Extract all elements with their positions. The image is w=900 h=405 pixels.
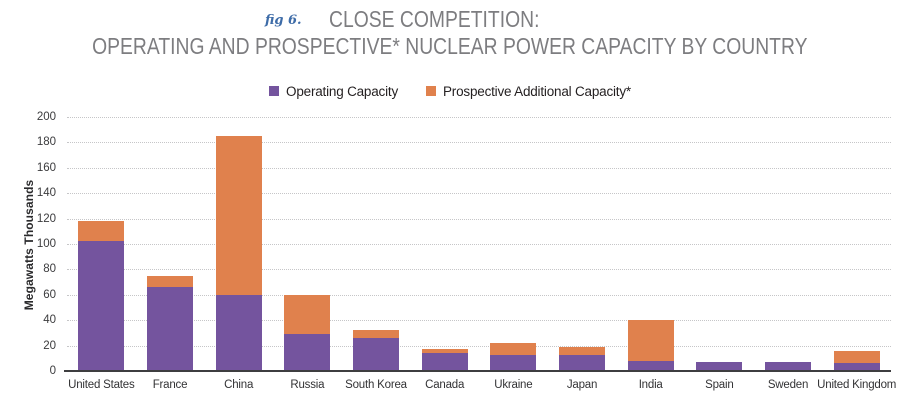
y-tick-label: 160 [36,161,56,174]
x-tick-label: Ukraine [494,379,533,391]
x-tick-label: India [638,379,663,391]
legend-label: Prospective Additional Capacity* [443,83,631,99]
plot-area [67,117,891,371]
gridline [67,167,891,169]
legend: Operating Capacity Prospective Additional… [0,82,900,100]
gridline [67,193,891,195]
x-tick-label: South Korea [345,379,407,391]
y-tick-label: 60 [43,288,56,301]
x-tick-label: China [224,379,254,391]
y-tick-label: 80 [43,263,56,276]
figure-number-label: fig 6. [264,13,302,28]
bar-operating-segment [696,362,743,371]
legend-swatch-icon [269,86,280,96]
bar-operating-segment [627,360,674,371]
gridline [67,117,891,118]
bar-prospective-segment [833,350,880,364]
legend-item: Prospective Additional Capacity* [426,84,631,99]
legend-label: Operating Capacity [286,83,398,99]
gridline [67,142,891,144]
gridline [67,218,891,220]
bar-prospective-segment [353,330,399,338]
x-tick-label: Sweden [767,379,809,391]
figure-title-row2: OPERATING AND PROSPECTIVE* NUCLEAR POWER… [0,33,900,60]
bar-prospective-segment [421,349,468,354]
y-tick-label: 140 [36,187,56,200]
y-tick-label: 100 [36,238,56,250]
bar-operating-segment [833,363,880,371]
gridline [67,345,891,347]
x-axis-line [64,369,891,372]
bar-operating-segment [215,294,262,371]
bar-prospective-segment [627,320,674,361]
gridline [67,244,891,245]
y-tick-label: 0 [49,365,56,377]
x-tick-label: Canada [425,379,465,391]
bar-operating-segment [490,354,537,371]
legend-item: Operating Capacity [269,84,398,99]
bar-operating-segment [78,241,125,371]
bar-prospective-segment [284,294,331,335]
x-axis-labels: United States France China Russia South Kore… [67,379,896,395]
figure-title-line2: OPERATING AND PROSPECTIVE* NUCLEAR POWER… [92,33,808,59]
figure-title-row: fig 6. CLOSE COMPETITION: [0,6,900,33]
bar-operating-segment [765,362,811,371]
x-tick-label: United States [68,379,135,391]
x-tick-label: France [152,379,188,391]
bar-prospective-segment [559,346,605,355]
bar-operating-segment [353,337,399,371]
bar-prospective-segment [490,343,537,355]
x-tick-label: Russia [290,379,325,391]
y-tick-label: 200 [36,111,56,123]
figure-title-line1: CLOSE COMPETITION: [328,6,540,32]
gridline [67,320,891,322]
x-tick-label: Spain [705,379,734,391]
legend-swatch-icon [426,86,436,96]
gridline [67,294,891,296]
x-tick-label: Japan [566,379,598,391]
y-tick-label: 20 [43,339,56,352]
y-tick-label: 40 [43,314,56,327]
y-axis: 0 20 40 60 80 100 120 140 160 180 200 [0,111,56,377]
x-tick-label: United Kingdom [817,379,897,391]
y-tick-label: 120 [36,212,56,225]
y-tick-label: 180 [36,136,56,149]
bar-prospective-segment [215,136,262,295]
bar-operating-segment [421,353,468,371]
bar-operating-segment [559,354,605,371]
bar-prospective-segment [147,275,193,288]
bar-operating-segment [147,287,193,371]
gridline [67,269,891,271]
bar-prospective-segment [78,221,125,242]
bar-operating-segment [284,334,331,371]
